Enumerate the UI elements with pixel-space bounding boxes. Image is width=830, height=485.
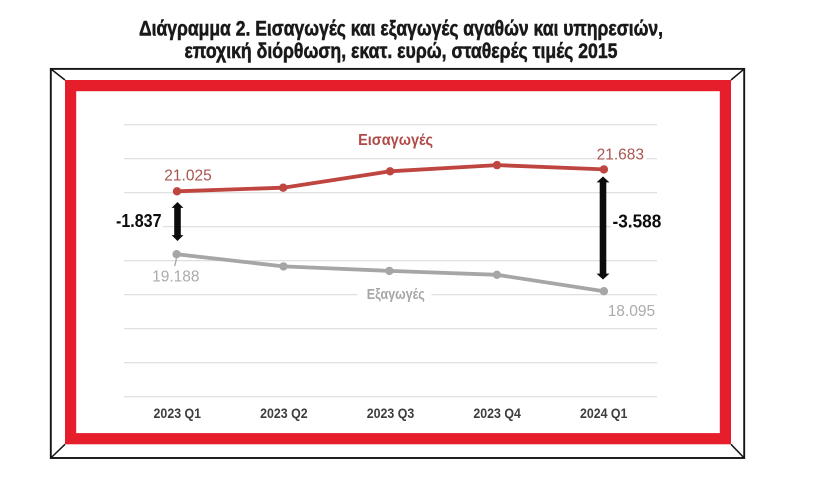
svg-text:-1.837: -1.837	[116, 210, 162, 231]
svg-text:-3.588: -3.588	[613, 210, 662, 231]
svg-text:2023 Q4: 2023 Q4	[473, 405, 521, 421]
svg-text:2023 Q1: 2023 Q1	[154, 405, 202, 421]
svg-text:21.025: 21.025	[164, 168, 211, 185]
svg-text:18.095: 18.095	[608, 303, 655, 320]
svg-text:19.188: 19.188	[152, 268, 199, 285]
svg-text:2023 Q3: 2023 Q3	[367, 405, 415, 421]
svg-text:2024 Q1: 2024 Q1	[580, 405, 628, 421]
svg-text:Διάγραμμα 2. Εισαγωγές και εξα: Διάγραμμα 2. Εισαγωγές και εξαγωγές αγαθ…	[139, 17, 663, 41]
svg-text:Εξαγωγές: Εξαγωγές	[367, 286, 425, 303]
svg-text:εποχική διόρθωση, εκατ. ευρώ,: εποχική διόρθωση, εκατ. ευρώ, σταθερές τ…	[185, 39, 618, 63]
svg-text:21.683: 21.683	[597, 147, 644, 164]
svg-text:2023 Q2: 2023 Q2	[260, 405, 308, 421]
svg-text:Εισαγωγές: Εισαγωγές	[358, 132, 433, 149]
